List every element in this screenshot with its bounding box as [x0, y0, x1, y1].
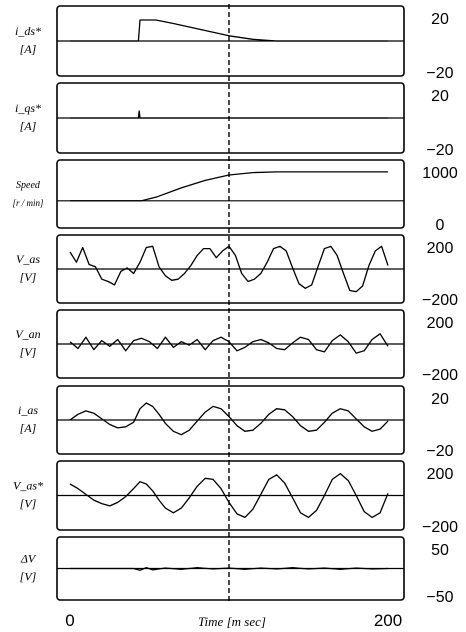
y-tick-bottom: 0	[436, 217, 445, 234]
y-tick-top: 50	[431, 542, 449, 559]
y-tick-bottom: −50	[426, 589, 453, 606]
series-line	[70, 110, 388, 119]
y-label: V_an	[15, 327, 40, 341]
y-label: Speed	[16, 180, 41, 191]
panel-8: ΔV [V] 50 −50	[20, 536, 454, 606]
y-unit: [V]	[20, 497, 37, 511]
y-unit: [V]	[20, 570, 37, 584]
series-line	[69, 472, 389, 519]
y-unit: [V]	[20, 345, 37, 359]
series-line	[69, 402, 389, 436]
y-tick-top: 200	[427, 466, 454, 483]
panel-3: Speed [r / min] 1000 0	[12, 159, 458, 234]
panel-6: i_as [A] 20 −20	[18, 385, 454, 460]
x-tick-end: 200	[374, 611, 402, 630]
panel-1: i_ds* [A] 20 −20	[15, 5, 454, 82]
y-tick-bottom: −20	[426, 65, 453, 82]
y-label: V_as	[16, 252, 40, 266]
panel-4: V_as [V] 200 −200	[16, 234, 458, 309]
y-tick-bottom: −20	[426, 142, 453, 159]
y-label: i_ds*	[15, 24, 41, 38]
y-tick-top: 20	[431, 11, 449, 28]
y-tick-bottom: −200	[422, 519, 458, 536]
y-unit: [V]	[20, 270, 37, 284]
y-unit: [A]	[20, 42, 37, 56]
x-axis-label: Time [m sec]	[198, 614, 266, 629]
y-tick-bottom: −20	[426, 443, 453, 460]
series-line	[70, 566, 389, 571]
panel-group: i_ds* [A] 20 −20 i_qs* [A] 20 −20 Speed [r / min]…	[12, 5, 458, 606]
series-line	[70, 19, 388, 42]
y-tick-top: 200	[427, 240, 454, 257]
y-unit: [A]	[20, 421, 37, 435]
y-tick-bottom: −200	[422, 292, 458, 309]
y-tick-top: 1000	[422, 165, 458, 182]
time-axis: 0 Time [m sec] 200	[65, 611, 402, 630]
y-tick-top: 200	[427, 315, 454, 332]
panel-2: i_qs* [A] 20 −20	[15, 82, 454, 159]
series-line	[70, 171, 388, 202]
y-tick-top: 20	[431, 391, 449, 408]
panel-frame	[56, 159, 405, 229]
y-label: i_as	[18, 403, 38, 417]
y-tick-bottom: −200	[422, 367, 458, 384]
y-label: ΔV	[20, 552, 37, 566]
x-tick-start: 0	[65, 611, 74, 630]
y-label: V_as*	[13, 479, 43, 493]
y-unit: [r / min]	[12, 198, 44, 208]
panel-7: V_as* [V] 200 −200	[13, 460, 458, 536]
panel-5: V_an [V] 200 −200	[15, 309, 458, 384]
y-unit: [A]	[20, 119, 37, 133]
y-tick-top: 20	[431, 88, 449, 105]
y-label: i_qs*	[15, 101, 41, 115]
